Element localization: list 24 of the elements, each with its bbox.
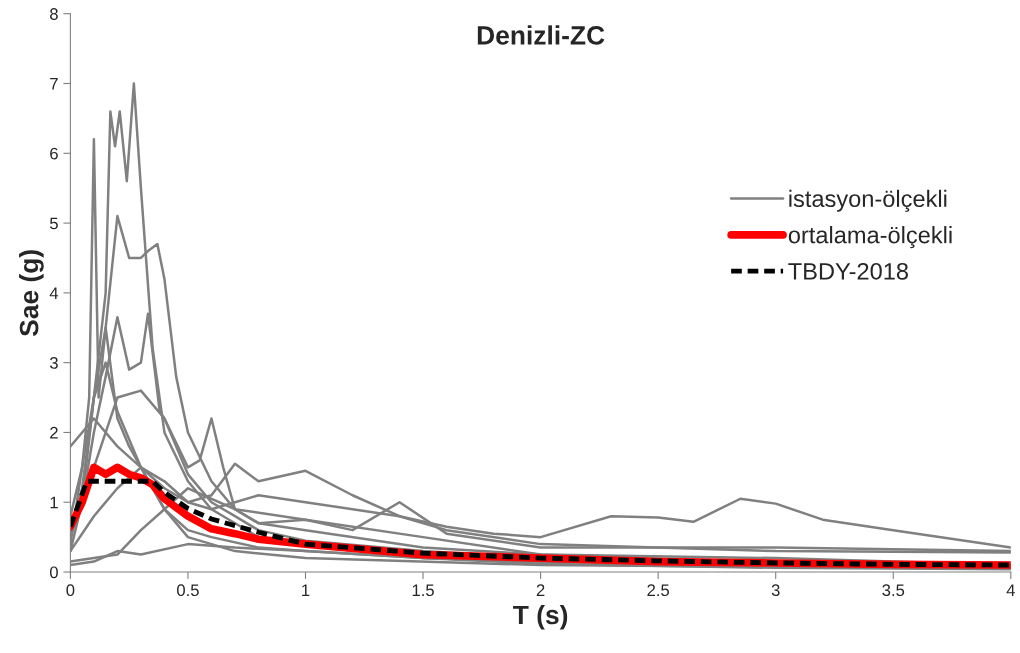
y-tick-label: 0 [49, 566, 58, 579]
x-tick-label: 2 [536, 584, 545, 596]
x-tick-label: 3.5 [882, 584, 905, 597]
chart-title: Denizli-ZC [477, 25, 605, 45]
x-tick-label: 1.5 [412, 584, 434, 597]
y-tick-label: 6 [50, 147, 58, 160]
y-tick-label: 4 [49, 287, 59, 299]
x-axis-title: T (s) [513, 604, 568, 630]
x-tick-label: 1 [302, 584, 310, 596]
x-tick-label: 0.5 [177, 584, 199, 597]
y-tick-label: 8 [50, 8, 58, 20]
legend-label: ortalama-ölçekli [788, 226, 952, 249]
y-tick-label: 1 [50, 496, 58, 509]
y-axis-title: Sae (g) [19, 250, 44, 337]
legend-label: TBDY-2018 [788, 262, 908, 280]
y-tick-label: 7 [50, 78, 58, 90]
legend-label: istasyon-ölçekli [789, 189, 947, 212]
x-tick-label: 2.5 [647, 584, 670, 597]
x-tick-label: 4 [1006, 584, 1015, 596]
y-tick-label: 5 [49, 217, 58, 230]
x-tick-label: 0 [66, 584, 75, 597]
y-tick-label: 3 [49, 357, 58, 369]
x-tick-label: 3 [771, 584, 780, 597]
y-tick-label: 2 [50, 426, 58, 439]
